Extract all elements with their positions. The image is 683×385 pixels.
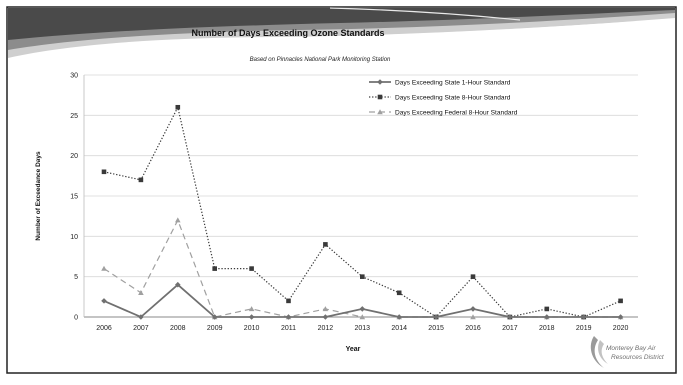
data-point — [322, 314, 329, 320]
data-point — [175, 217, 181, 223]
x-tick-label: 2014 — [391, 325, 407, 332]
legend-label: Days Exceeding State 1-Hour Standard — [395, 80, 511, 87]
x-tick-label: 2020 — [613, 325, 629, 332]
data-point — [322, 306, 329, 312]
y-tick-label: 10 — [70, 234, 78, 241]
data-point — [249, 266, 254, 271]
x-tick-label: 2009 — [207, 325, 223, 332]
legend-marker — [377, 94, 383, 100]
data-point — [544, 314, 550, 320]
slide-border — [6, 6, 677, 374]
data-point — [359, 314, 366, 320]
x-tick-label: 2011 — [281, 325, 296, 332]
chart-subtitle: Based on Pinnacles National Park Monitor… — [250, 57, 391, 63]
y-tick-label: 25 — [70, 113, 78, 120]
series-1 — [101, 281, 624, 320]
y-tick-label: 0 — [74, 315, 78, 322]
data-point — [211, 314, 218, 320]
data-point — [470, 274, 476, 279]
y-tick-label: 20 — [70, 153, 78, 160]
x-tick-labels: 2006 2007 2008 2009 2010 2011 2012 2013 2014 2015… — [96, 325, 628, 332]
data-point — [285, 314, 292, 320]
legend-marker — [377, 109, 383, 115]
data-point — [507, 314, 513, 320]
logo-swirl-icon — [590, 336, 604, 368]
data-point — [248, 306, 255, 312]
legend-item: Days Exceeding Federal 8-Hour Standard — [369, 109, 518, 117]
x-tick-label: 2008 — [170, 325, 186, 332]
y-tick-label: 30 — [70, 73, 78, 80]
x-tick-label: 2010 — [244, 325, 260, 332]
y-tick-label: 5 — [74, 274, 78, 281]
y-tick-labels: 0 5 10 15 20 25 30 — [70, 73, 78, 322]
data-point — [396, 314, 402, 320]
data-point — [138, 314, 144, 320]
header-swoosh — [8, 7, 676, 58]
legend-item: Days Exceeding State 1-Hour Standard — [369, 79, 511, 87]
y-axis-title: Number of Exceedance Days — [35, 151, 42, 241]
data-point — [360, 274, 365, 279]
data-point — [175, 104, 181, 110]
data-point — [212, 266, 217, 271]
x-tick-label: 2016 — [465, 325, 481, 332]
data-point — [359, 306, 366, 312]
logo-line-1: Monterey Bay Air — [606, 345, 656, 352]
legend: Days Exceeding State 1-Hour Standard Days… — [369, 79, 518, 117]
data-point — [248, 314, 255, 320]
legend-label: Days Exceeding Federal 8-Hour Standard — [395, 110, 518, 117]
data-point — [101, 265, 107, 271]
x-tick-label: 2012 — [318, 325, 334, 332]
data-point — [323, 242, 328, 247]
x-tick-label: 2013 — [355, 325, 371, 332]
data-point — [470, 306, 476, 312]
x-tick-label: 2019 — [576, 325, 592, 332]
logo-swirl-icon-inner — [598, 340, 608, 364]
x-tick-label: 2006 — [96, 325, 112, 332]
x-tick-label: 2015 — [428, 325, 444, 332]
legend-marker — [377, 79, 383, 85]
data-point — [433, 314, 439, 320]
legend-label: Days Exceeding State 8-Hour Standard — [395, 95, 511, 102]
data-point — [396, 290, 402, 296]
data-point — [101, 298, 107, 304]
logo-line-2: Resources District — [611, 354, 665, 361]
data-point — [618, 298, 623, 304]
y-tick-label: 15 — [70, 194, 78, 201]
data-point — [580, 314, 587, 320]
district-logo: Monterey Bay Air Resources District — [590, 336, 665, 368]
data-point — [101, 169, 107, 175]
data-point — [138, 177, 144, 183]
data-point — [470, 314, 476, 320]
data-point — [544, 306, 550, 312]
series-layer — [101, 104, 624, 320]
data-point — [138, 290, 144, 295]
x-tick-label: 2018 — [539, 325, 555, 332]
x-tick-label: 2017 — [502, 325, 518, 332]
x-axis-title: Year — [346, 346, 361, 353]
chart-title: Number of Days Exceeding Ozone Standards — [191, 28, 384, 38]
data-point — [175, 281, 181, 288]
legend-item: Days Exceeding State 8-Hour Standard — [369, 95, 511, 102]
data-point — [617, 314, 624, 320]
x-tick-label: 2007 — [133, 325, 149, 332]
data-point — [286, 298, 291, 304]
